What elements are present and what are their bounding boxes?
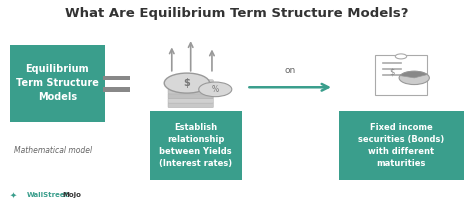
FancyBboxPatch shape bbox=[168, 89, 213, 94]
Circle shape bbox=[395, 54, 407, 59]
FancyBboxPatch shape bbox=[103, 76, 130, 80]
FancyBboxPatch shape bbox=[338, 111, 464, 180]
FancyBboxPatch shape bbox=[375, 55, 427, 95]
FancyBboxPatch shape bbox=[168, 103, 213, 108]
Text: Fixed income
securities (Bonds)
with different
maturities: Fixed income securities (Bonds) with dif… bbox=[358, 123, 444, 168]
FancyBboxPatch shape bbox=[168, 84, 213, 89]
Text: $: $ bbox=[389, 67, 394, 76]
FancyBboxPatch shape bbox=[103, 87, 130, 92]
FancyBboxPatch shape bbox=[168, 98, 213, 103]
Text: Establish
relationship
between Yields
(Interest rates): Establish relationship between Yields (I… bbox=[159, 123, 232, 168]
Text: %: % bbox=[212, 85, 219, 94]
Text: WallStreet: WallStreet bbox=[27, 192, 69, 198]
Circle shape bbox=[399, 71, 429, 85]
Text: Mathematical model: Mathematical model bbox=[14, 146, 92, 155]
Text: ✦: ✦ bbox=[10, 190, 17, 199]
Wedge shape bbox=[400, 71, 428, 78]
FancyBboxPatch shape bbox=[168, 93, 213, 98]
Text: Mojo: Mojo bbox=[62, 192, 81, 198]
FancyBboxPatch shape bbox=[168, 80, 213, 85]
Text: $: $ bbox=[183, 78, 190, 88]
Circle shape bbox=[164, 73, 210, 93]
Text: on: on bbox=[284, 66, 296, 75]
Text: Equilibrium
Term Structure
Models: Equilibrium Term Structure Models bbox=[16, 64, 99, 102]
Text: What Are Equilibrium Term Structure Models?: What Are Equilibrium Term Structure Mode… bbox=[65, 7, 409, 20]
FancyBboxPatch shape bbox=[10, 45, 105, 122]
Circle shape bbox=[199, 82, 232, 97]
FancyBboxPatch shape bbox=[150, 111, 242, 180]
